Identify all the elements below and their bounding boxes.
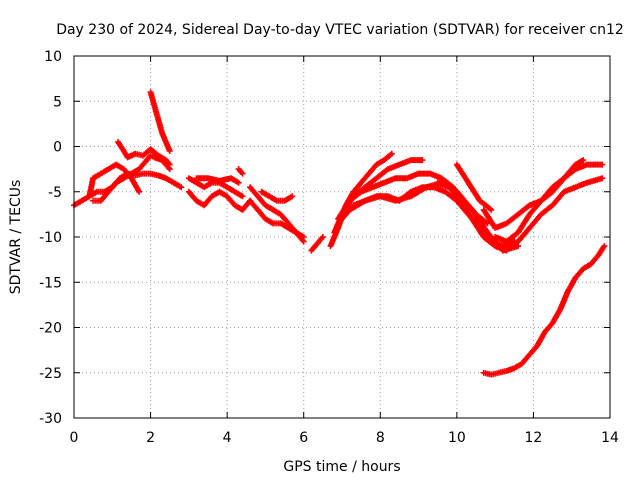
- x-tick-label: 2: [146, 430, 155, 446]
- axes: 0 2 4 6 8 10 12 14 -30 -25 -20 -15 -10 -5 0 5 10: [39, 49, 619, 446]
- data-point-markers: [308, 234, 326, 254]
- series-track-18: [346, 179, 522, 254]
- data-point-markers: [247, 197, 307, 240]
- data-point-markers: [71, 161, 143, 209]
- series-track-7: [185, 188, 254, 213]
- data-point-markers: [503, 175, 606, 250]
- x-tick-label: 6: [299, 430, 308, 446]
- y-tick-label: 0: [53, 140, 62, 156]
- data-point-markers: [147, 89, 173, 154]
- data-point-markers: [453, 161, 495, 213]
- x-tick-label: 8: [376, 430, 385, 446]
- x-tick-label: 4: [223, 430, 232, 446]
- x-tick-label: 14: [601, 430, 619, 446]
- data-point-markers: [258, 188, 296, 204]
- grid-lines: [74, 56, 610, 418]
- series-track-20: [453, 161, 495, 213]
- x-tick-label: 12: [525, 430, 543, 446]
- data-point-markers: [185, 188, 254, 213]
- data-point-markers: [434, 179, 510, 254]
- x-tick-label: 0: [70, 430, 79, 446]
- chart-title: Day 230 of 2024, Sidereal Day-to-day VTE…: [56, 22, 624, 38]
- y-tick-label: -20: [39, 321, 62, 337]
- series-track-13: [308, 234, 326, 254]
- data-points: [71, 89, 608, 378]
- data-point-markers: [193, 175, 242, 186]
- plot-frame: [73, 55, 611, 419]
- series-track-9: [235, 166, 246, 177]
- y-tick-label: -10: [39, 230, 62, 246]
- series-track-4: [115, 139, 173, 168]
- data-point-markers: [492, 157, 587, 245]
- data-point-markers: [235, 166, 246, 177]
- data-point-markers: [346, 179, 522, 254]
- y-tick-label: -15: [39, 275, 62, 291]
- series-track-24: [480, 243, 608, 378]
- series-track-11: [247, 197, 307, 240]
- y-tick-label: 10: [44, 49, 62, 65]
- series-track-12: [258, 188, 296, 204]
- series-track-8: [193, 175, 242, 186]
- data-point-markers: [90, 152, 173, 204]
- x-axis-label: GPS time / hours: [283, 459, 400, 475]
- data-point-markers: [115, 139, 173, 168]
- y-tick-label: -25: [39, 366, 62, 382]
- series-track-3: [90, 152, 173, 204]
- series-track-22: [492, 157, 587, 245]
- series-track-5: [147, 89, 173, 154]
- series-track-1: [71, 161, 143, 209]
- y-tick-label: -5: [48, 185, 62, 201]
- y-axis-label: SDTVAR / TECUs: [8, 180, 24, 295]
- series-track-19: [434, 179, 510, 254]
- series-track-23: [503, 175, 606, 250]
- data-point-markers: [480, 243, 608, 378]
- x-tick-label: 10: [448, 430, 466, 446]
- y-tick-label: -30: [39, 411, 62, 427]
- y-tick-label: 5: [53, 94, 62, 110]
